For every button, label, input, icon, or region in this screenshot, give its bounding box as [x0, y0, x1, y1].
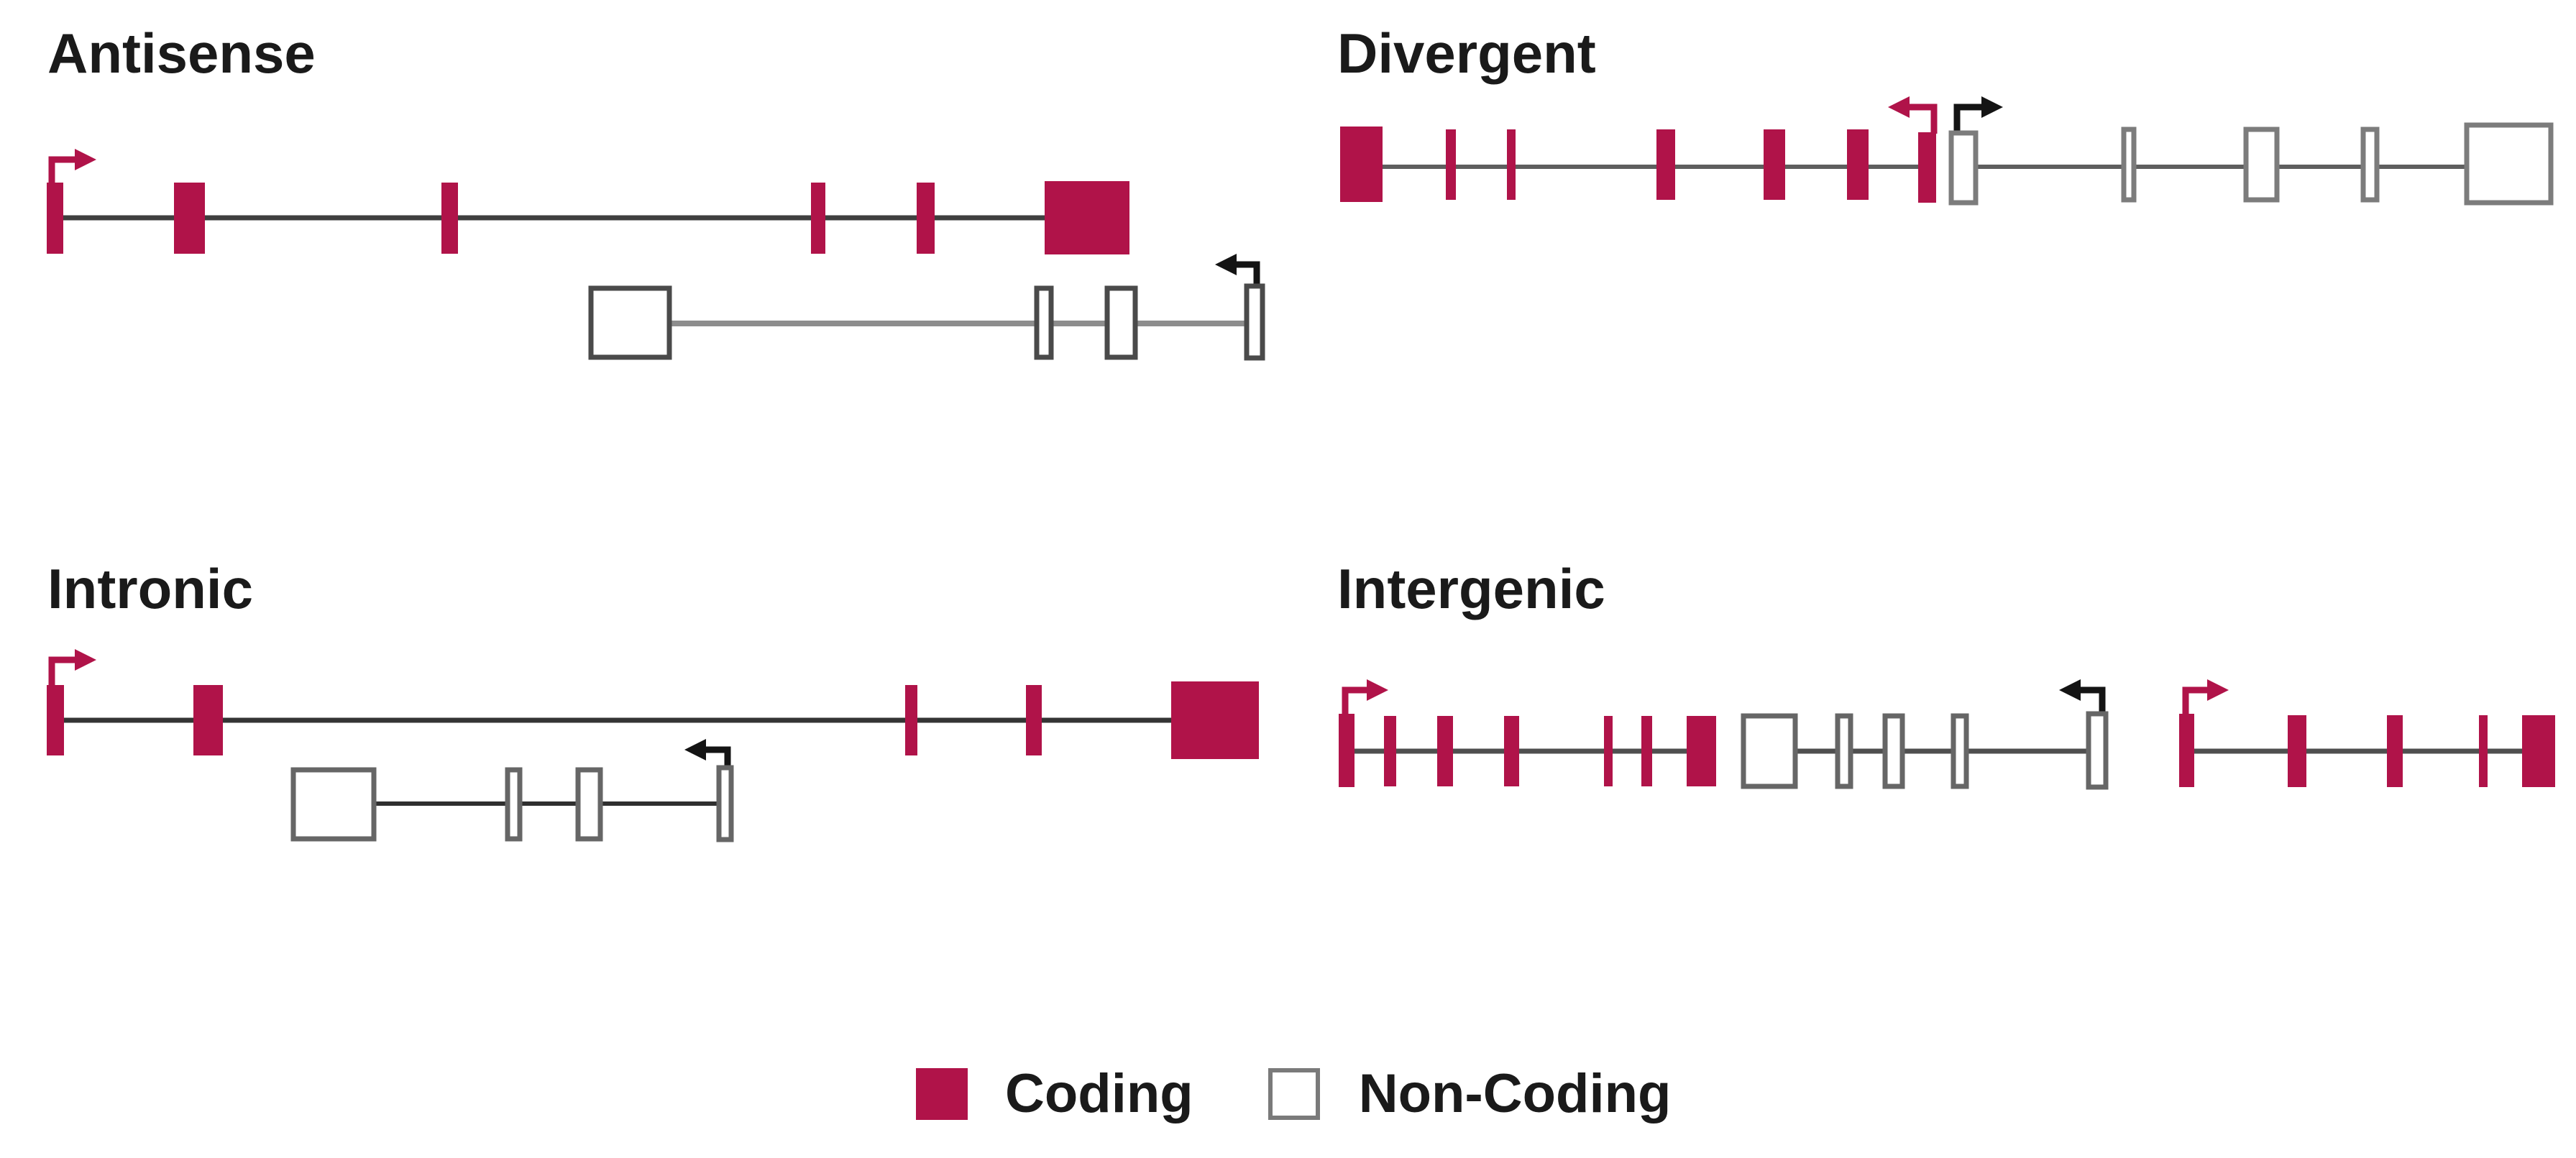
- noncoding-exon: [1948, 130, 1979, 206]
- promoter-arrowhead-right-icon: [75, 149, 96, 170]
- noncoding-exon: [505, 767, 523, 842]
- panel-title-antisense: Antisense: [47, 22, 316, 85]
- coding-exon: [917, 183, 935, 254]
- noncoding-exon: [1835, 713, 1853, 789]
- promoter-arrowhead-right-icon: [1367, 679, 1388, 701]
- noncoding-exon: [2121, 127, 2137, 203]
- promoter-arrowhead-left-icon: [684, 739, 706, 760]
- coding-exon: [1764, 129, 1785, 200]
- divergent-coding-gene: [1340, 96, 1938, 203]
- noncoding-exon: [290, 767, 377, 842]
- promoter-arrowhead-right-icon: [75, 649, 96, 671]
- coding-exon: [1847, 129, 1869, 200]
- promoter-arrowhead-left-icon: [1888, 96, 1910, 118]
- noncoding-exon: [1244, 283, 1265, 361]
- coding-exon: [1026, 685, 1042, 755]
- promoter-arrow: [2081, 686, 2106, 715]
- intergenic-noncoding-gene-middle: [1741, 679, 2109, 790]
- noncoding-exon: [2464, 122, 2554, 206]
- coding-exon: [441, 183, 458, 254]
- promoter-arrow: [48, 656, 75, 686]
- panel-title-intergenic: Intergenic: [1337, 557, 1605, 620]
- antisense-coding-gene: [47, 149, 1129, 254]
- intergenic-coding-gene-left: [1339, 679, 1716, 787]
- panel-title-divergent: Divergent: [1337, 22, 1596, 85]
- noncoding-exon: [1104, 285, 1138, 360]
- coding-exon: [1656, 129, 1675, 200]
- promoter-arrowhead-right-icon: [2207, 679, 2229, 701]
- promoter-arrow: [1342, 686, 1367, 715]
- intronic-noncoding-gene: [290, 739, 734, 842]
- coding-exon: [811, 183, 825, 254]
- coding-exon: [1507, 129, 1516, 200]
- noncoding-exon: [1951, 713, 1969, 789]
- promoter-arrowhead-left-icon: [1215, 254, 1237, 275]
- panel-divergent: [1340, 96, 2554, 206]
- coding-exon: [1384, 716, 1396, 786]
- panel-antisense: [47, 149, 1265, 361]
- legend-label-coding: Coding: [1005, 1063, 1193, 1124]
- coding-exon: [1504, 716, 1519, 786]
- noncoding-exon: [1741, 713, 1798, 789]
- panel-intergenic: [1339, 679, 2555, 790]
- coding-exon: [193, 685, 223, 755]
- noncoding-exon: [2243, 127, 2280, 203]
- legend: Coding Non-Coding: [916, 1062, 1671, 1125]
- coding-exon: [1045, 181, 1129, 254]
- coding-exon: [1641, 716, 1652, 786]
- promoter-arrow: [1237, 261, 1260, 288]
- coding-exon: [1340, 127, 1383, 202]
- coding-exon: [174, 183, 205, 254]
- coding-exon: [905, 685, 917, 755]
- noncoding-exon: [1882, 713, 1905, 789]
- promoter-arrowhead-left-icon: [2059, 679, 2081, 701]
- noncoding-exon: [575, 767, 603, 842]
- noncoding-exon: [2360, 127, 2380, 203]
- promoter-arrow: [1910, 104, 1938, 134]
- divergent-noncoding-gene: [1948, 96, 2554, 206]
- coding-exon: [47, 685, 64, 755]
- coding-exon: [1687, 716, 1716, 786]
- promoter-arrow: [1953, 104, 1981, 134]
- coding-exon: [2288, 715, 2306, 787]
- intronic-coding-gene: [47, 649, 1259, 759]
- coding-exon: [2179, 714, 2194, 787]
- noncoding-exon: [1034, 285, 1054, 360]
- coding-exon: [47, 183, 63, 254]
- legend-swatch-coding-icon: [916, 1067, 968, 1120]
- promoter-arrowhead-right-icon: [1981, 96, 2003, 118]
- coding-exon: [1437, 716, 1453, 786]
- coding-exon: [1446, 129, 1456, 200]
- antisense-noncoding-gene: [588, 254, 1265, 361]
- legend-swatch-noncoding-icon: [1268, 1067, 1320, 1120]
- coding-exon: [2479, 715, 2488, 787]
- promoter-arrow: [706, 746, 731, 769]
- panel-intronic: [47, 649, 1259, 842]
- intergenic-coding-gene-right: [2179, 679, 2555, 787]
- coding-exon: [1339, 714, 1355, 787]
- coding-exon: [2522, 715, 2555, 787]
- coding-exon: [1171, 681, 1259, 759]
- noncoding-exon: [588, 285, 672, 360]
- coding-exon: [2387, 715, 2403, 787]
- promoter-arrow: [2182, 686, 2207, 715]
- legend-label-noncoding: Non-Coding: [1358, 1063, 1672, 1124]
- noncoding-exon: [716, 765, 734, 842]
- coding-exon: [1604, 716, 1613, 786]
- coding-exon: [1918, 132, 1936, 203]
- panel-title-intronic: Intronic: [47, 557, 253, 620]
- promoter-arrow: [48, 156, 75, 184]
- noncoding-exon: [2086, 711, 2109, 790]
